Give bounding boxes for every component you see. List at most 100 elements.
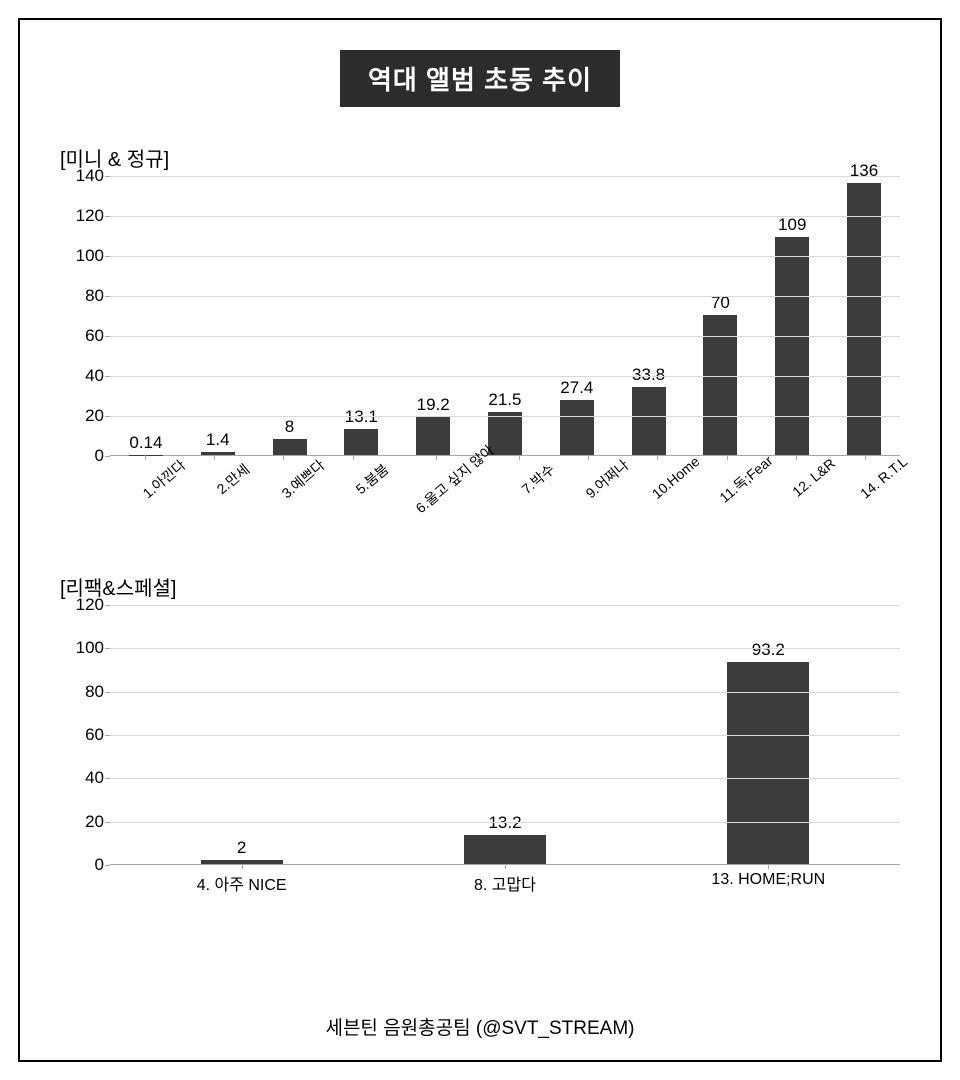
y-tick-mark xyxy=(105,822,110,823)
grid-line xyxy=(110,648,900,649)
grid-line xyxy=(110,376,900,377)
x-category-label: 8. 고맙다 xyxy=(373,865,636,895)
x-label-container: 2.만세 xyxy=(179,456,248,496)
footer-credit: 세븐틴 음원총공팀 (@SVT_STREAM) xyxy=(60,1001,900,1040)
y-tick-mark xyxy=(105,376,110,377)
y-tick-mark xyxy=(105,216,110,217)
bar-value-label: 93.2 xyxy=(752,640,785,660)
page-title: 역대 앨범 초동 추이 xyxy=(340,50,620,107)
y-tick-label: 60 xyxy=(60,326,104,346)
bar-value-label: 13.2 xyxy=(488,813,521,833)
x-label-container: 5.붐붐 xyxy=(318,456,387,496)
y-tick-label: 20 xyxy=(60,812,104,832)
chart1: 0.141.4 8 13.1 19.2 21.5 27.4 33.870 109 136 0 20… xyxy=(60,176,900,496)
bar-slot: 136 xyxy=(828,176,900,455)
bar-wrap: 93.2 xyxy=(637,640,900,864)
y-tick-mark xyxy=(105,692,110,693)
bar-slot: 27.4 xyxy=(541,176,613,455)
bar-slot: 33.8 xyxy=(613,176,685,455)
y-tick-mark xyxy=(105,336,110,337)
y-tick-label: 120 xyxy=(60,206,104,226)
bar-value-label: 19.2 xyxy=(417,395,450,415)
y-tick-label: 0 xyxy=(60,855,104,875)
y-tick-label: 140 xyxy=(60,166,104,186)
x-category-label: 13. HOME;RUN xyxy=(637,865,900,895)
x-label-container: 10.Home xyxy=(623,456,692,496)
grid-line xyxy=(110,605,900,606)
bar-value-label: 109 xyxy=(778,215,806,235)
bar xyxy=(847,183,881,455)
bar-value-label: 8 xyxy=(285,417,294,437)
bar-slot: 1.4 xyxy=(182,176,254,455)
bar-slot: 19.2 xyxy=(397,176,469,455)
bar xyxy=(775,237,809,455)
bar-slot: 13.1 xyxy=(325,176,397,455)
x-tick-mark xyxy=(505,864,506,869)
y-tick-mark xyxy=(105,648,110,649)
x-label-container: 14. R.T.L xyxy=(831,456,900,496)
y-tick-mark xyxy=(105,778,110,779)
y-tick-mark xyxy=(105,296,110,297)
x-label-container: 7.박수 xyxy=(484,456,553,496)
bar-slot: 8 xyxy=(254,176,326,455)
y-tick-mark xyxy=(105,256,110,257)
chart2-plot: 213.293.2 020406080100120 xyxy=(110,605,900,865)
bar-value-label: 2 xyxy=(237,838,246,858)
y-tick-label: 120 xyxy=(60,595,104,615)
x-tick-mark xyxy=(768,864,769,869)
chart2-section-label: [리팩&스페셜] xyxy=(60,572,900,601)
y-tick-mark xyxy=(105,416,110,417)
bar-value-label: 136 xyxy=(850,161,878,181)
bar-wrap: 109 xyxy=(756,215,828,455)
y-tick-label: 80 xyxy=(60,682,104,702)
y-tick-label: 100 xyxy=(60,638,104,658)
grid-line xyxy=(110,256,900,257)
y-tick-label: 80 xyxy=(60,286,104,306)
grid-line xyxy=(110,778,900,779)
chart1-bars: 0.141.4 8 13.1 19.2 21.5 27.4 33.870 109 136 xyxy=(110,176,900,455)
bar-value-label: 21.5 xyxy=(488,390,521,410)
y-tick-label: 20 xyxy=(60,406,104,426)
bar-wrap: 2 xyxy=(110,838,373,864)
grid-line xyxy=(110,296,900,297)
x-label-container: 12. L&R xyxy=(761,456,830,496)
bar-wrap: 136 xyxy=(828,161,900,455)
bar-slot: 21.5 xyxy=(469,176,541,455)
x-label-container: 3.예쁘다 xyxy=(249,456,318,496)
grid-line xyxy=(110,216,900,217)
x-label-container: 1.아낀다 xyxy=(110,456,179,496)
y-tick-mark xyxy=(105,605,110,606)
bar-slot: 109 xyxy=(756,176,828,455)
grid-line xyxy=(110,416,900,417)
bar xyxy=(632,387,666,455)
grid-line xyxy=(110,822,900,823)
x-label-container: 6.울고 싶지 않아 xyxy=(387,456,484,496)
grid-line xyxy=(110,336,900,337)
y-tick-label: 100 xyxy=(60,246,104,266)
y-tick-label: 60 xyxy=(60,725,104,745)
bar xyxy=(464,835,546,864)
chart2: 213.293.2 020406080100120 4. 아주 NICE8. 고… xyxy=(60,605,900,895)
y-tick-mark xyxy=(105,176,110,177)
bar-slot: 0.14 xyxy=(110,176,182,455)
chart-frame: 역대 앨범 초동 추이 [미니 & 정규] 0.141.4813.119.221… xyxy=(18,18,942,1062)
grid-line xyxy=(110,176,900,177)
y-tick-label: 0 xyxy=(60,446,104,466)
bar xyxy=(560,400,594,455)
y-tick-mark xyxy=(105,735,110,736)
x-label-container: 11.독;Fear xyxy=(692,456,761,496)
bar-slot: 70 xyxy=(685,176,757,455)
grid-line xyxy=(110,735,900,736)
y-tick-label: 40 xyxy=(60,768,104,788)
x-category-label: 4. 아주 NICE xyxy=(110,865,373,895)
chart1-section-label: [미니 & 정규] xyxy=(60,143,900,172)
bar-value-label: 27.4 xyxy=(560,378,593,398)
grid-line xyxy=(110,692,900,693)
x-label-container: 9.어쩌나 xyxy=(553,456,622,496)
bar-wrap: 70 xyxy=(685,293,757,455)
x-tick-mark xyxy=(242,864,243,869)
chart1-x-labels: 1.아낀다2.만세3.예쁘다5.붐붐6.울고 싶지 않아7.박수9.어쩌나10.… xyxy=(110,456,900,496)
y-tick-label: 40 xyxy=(60,366,104,386)
chart1-plot: 0.141.4813.119.221.527.433.870109136 020… xyxy=(110,176,900,456)
chart2-x-labels: 4. 아주 NICE8. 고맙다13. HOME;RUN xyxy=(110,865,900,895)
